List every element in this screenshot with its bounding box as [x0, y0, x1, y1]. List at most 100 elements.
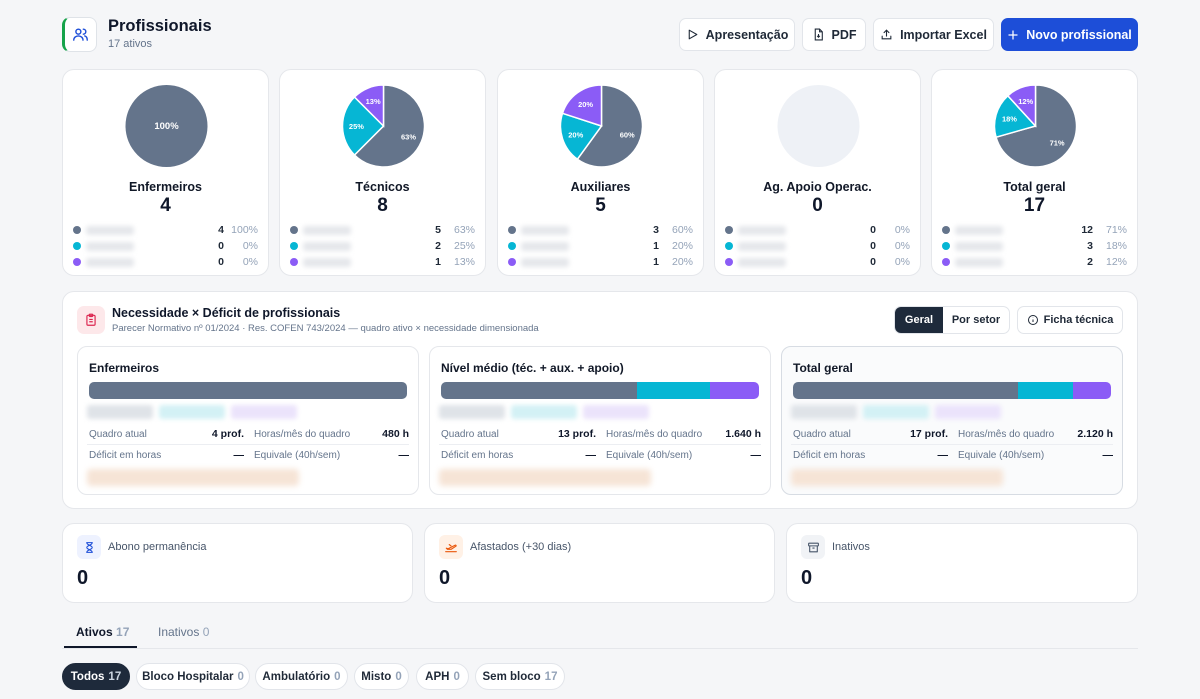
legend-dot — [942, 226, 950, 234]
redacted-label — [738, 225, 786, 235]
new-professional-button[interactable]: Novo profissional — [1001, 18, 1138, 51]
filter-chip[interactable]: Sem bloco 17 — [475, 663, 565, 690]
legend-percent: 25% — [453, 240, 475, 252]
chip-count: 0 — [453, 670, 460, 683]
pie-slice-label: 60% — [620, 130, 635, 139]
chip-count: 0 — [237, 670, 244, 683]
legend-dot — [725, 242, 733, 250]
legend-percent: 20% — [671, 256, 693, 268]
hourglass-icon — [85, 541, 93, 553]
kv-label: Equivale (40h/sem) — [958, 449, 1045, 461]
legend-dot — [508, 258, 516, 266]
stat-label: Abono permanência — [108, 541, 207, 553]
pie-slice — [353, 84, 426, 168]
composition-bar — [793, 382, 1111, 399]
filter-chip[interactable]: Bloco Hospitalar 0 — [136, 663, 250, 690]
legend-row: 0 0% — [73, 238, 258, 254]
stat-label: Inativos — [832, 541, 870, 553]
filter-chip[interactable]: Todos 17 — [62, 663, 130, 690]
pie-chart: 71% 18%12% — [993, 84, 1078, 168]
technical-sheet-label: Ficha técnica — [1043, 314, 1114, 326]
legend-row: 4 100% — [73, 222, 258, 238]
legend-percent: 60% — [671, 224, 693, 236]
technical-sheet-button[interactable]: Ficha técnica — [1017, 306, 1123, 334]
pdf-button[interactable]: PDF — [802, 18, 866, 51]
legend-count: 0 — [218, 240, 224, 252]
pie-card: 60% 20% 20% Auxiliares 5 3 60% 1 20% 1 20% — [497, 69, 704, 276]
kv-label: Quadro atual — [441, 428, 499, 440]
kv-value: — — [750, 449, 762, 461]
legend-percent: 13% — [453, 256, 475, 268]
page-title: Profissionais — [108, 17, 212, 35]
deficit-horas: Déficit em horas — — [441, 449, 596, 461]
chip-count: 17 — [544, 670, 558, 683]
redacted-label — [303, 241, 351, 251]
pie-title: Total geral — [1003, 180, 1066, 194]
legend-percent: 12% — [1105, 256, 1127, 268]
redacted-legend — [791, 405, 1001, 419]
legend-row: 5 63% — [290, 222, 475, 238]
pie-slice-label: 25% — [349, 122, 364, 131]
equivale: Equivale (40h/sem) — — [254, 449, 409, 461]
chip-label: Ambulatório — [262, 670, 331, 683]
file-icon — [814, 28, 823, 41]
presentation-button[interactable]: Apresentação — [679, 18, 795, 51]
composition-bar — [89, 382, 407, 399]
chip-label: APH — [425, 670, 450, 683]
deficit-subtitle: Parecer Normativo nº 01/2024 · Res. COFE… — [112, 323, 539, 334]
pie-card: 100% Enfermeiros 4 4 100% 0 0% 0 0% — [62, 69, 269, 276]
legend-percent: 0% — [894, 224, 910, 236]
stat-card-abono: Abono permanência 0 — [62, 523, 413, 603]
view-toggle: Geral Por setor — [894, 306, 1010, 334]
redacted-bar — [791, 469, 1003, 486]
filter-chip[interactable]: APH 0 — [416, 663, 469, 690]
redacted-legend — [87, 405, 297, 419]
pie-empty — [777, 85, 860, 167]
deficit-title: Necessidade × Déficit de profissionais — [112, 306, 341, 320]
kv-value: 480 h — [382, 428, 409, 440]
stat-value: 0 — [801, 567, 813, 589]
import-excel-button[interactable]: Importar Excel — [873, 18, 994, 51]
deficit-card-title: Nível médio (téc. + aux. + apoio) — [441, 361, 624, 375]
legend-row: 0 0% — [725, 222, 910, 238]
legend-row: 0 0% — [73, 254, 258, 270]
header-icon-box — [62, 17, 97, 52]
import-excel-label: Importar Excel — [900, 27, 987, 42]
pie-slice-label: 13% — [366, 97, 381, 106]
filter-chip[interactable]: Ambulatório 0 — [255, 663, 348, 690]
legend-row: 2 12% — [942, 254, 1127, 270]
pie-total: 17 — [1023, 195, 1046, 216]
kv-value: — — [233, 449, 245, 461]
deficit-card: Nível médio (téc. + aux. + apoio) Quadro … — [429, 346, 771, 495]
clipboard-icon-box — [77, 306, 105, 334]
divider — [791, 444, 1113, 445]
pie-slice — [993, 94, 1037, 139]
legend-row: 3 60% — [508, 222, 693, 238]
stat-card-afastados: Afastados (+30 dias) 0 — [424, 523, 775, 603]
tab-por-setor[interactable]: Por setor — [951, 314, 1001, 326]
filter-chip[interactable]: Misto 0 — [354, 663, 409, 690]
kv-label: Déficit em horas — [89, 449, 162, 461]
archive-icon — [807, 542, 819, 552]
redacted-label — [738, 241, 786, 251]
kv-value: 2.120 h — [1077, 428, 1113, 440]
legend-count: 5 — [435, 224, 441, 236]
pie-slice — [353, 84, 385, 128]
tab-ativos[interactable]: Ativos 17 — [76, 625, 129, 639]
kv-value: 17 prof. — [910, 428, 948, 440]
pie-slice — [576, 84, 644, 168]
pdf-label: PDF — [831, 27, 857, 42]
chip-count: 17 — [108, 670, 122, 683]
legend-dot — [290, 226, 298, 234]
tab-inativos[interactable]: Inativos 0 — [158, 625, 209, 639]
redacted-bar — [439, 469, 651, 486]
redacted-label — [303, 257, 351, 267]
legend-percent: 0% — [894, 256, 910, 268]
plus-icon — [1008, 29, 1018, 40]
tab-count: 17 — [116, 625, 130, 639]
legend-dot — [725, 258, 733, 266]
legend-dot — [725, 226, 733, 234]
bar-segment — [1073, 382, 1111, 399]
chip-count: 0 — [334, 670, 341, 683]
tab-geral[interactable]: Geral — [895, 307, 943, 333]
